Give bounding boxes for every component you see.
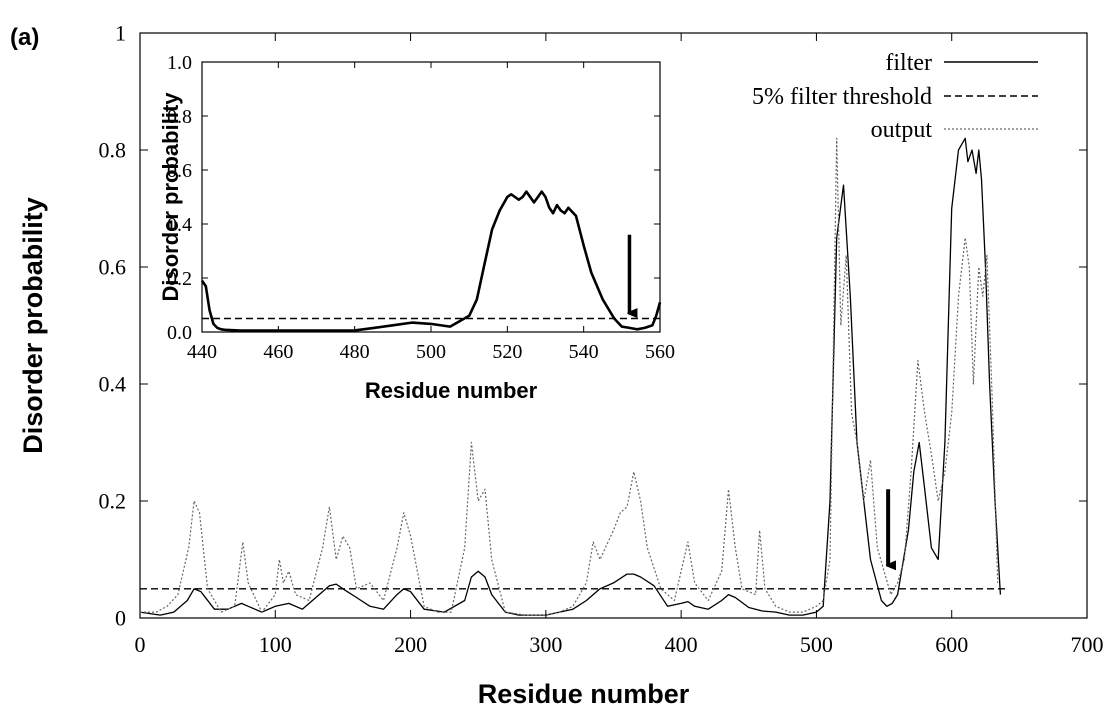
inset-x-tick-label: 540 (569, 341, 599, 363)
main-x-tick-label: 400 (665, 632, 698, 657)
inset-y-tick-label: 1.0 (167, 52, 192, 74)
main-y-tick-label: 1 (115, 21, 126, 46)
legend: filter 5% filter threshold output (752, 50, 1038, 143)
main-x-tick-label: 0 (135, 632, 146, 657)
inset-y-tick-label: 0.4 (167, 214, 192, 236)
main-x-tick-label: 700 (1071, 632, 1104, 657)
legend-label: filter (885, 50, 932, 76)
inset-x-tick-label: 440 (187, 341, 217, 363)
inset-series-filter-line (200, 190, 662, 332)
inset-frame (201, 61, 661, 333)
main-plot: 0 100 200 300 400 500 600 700 0 0.2 0.4 0.6 0.8 1 Resi… (18, 21, 1104, 709)
inset-x-tick-label: 460 (263, 341, 293, 363)
main-x-tick-label: 200 (394, 632, 427, 657)
main-y-tick-label: 0.4 (99, 372, 127, 397)
main-y-axis-title: Disorder probability (18, 197, 48, 454)
inset-x-tick-label: 480 (340, 341, 370, 363)
inset-y-tick-label: 0.0 (167, 322, 192, 344)
inset-y-tick-label: 0.8 (167, 106, 192, 128)
inset-y-tick-label: 0.6 (167, 160, 192, 182)
main-y-tick-label: 0.6 (99, 255, 127, 280)
inset-x-axis-title: Residue number (365, 378, 538, 403)
main-y-tick-label: 0 (115, 606, 126, 631)
legend-label: 5% filter threshold (752, 84, 932, 110)
inset-x-tick-label: 520 (492, 341, 522, 363)
inset-x-tick-label: 500 (416, 341, 446, 363)
main-x-tick-label: 500 (800, 632, 833, 657)
inset-y-tick-label: 0.2 (167, 268, 192, 290)
main-x-tick-label: 100 (259, 632, 292, 657)
main-frame (139, 32, 1088, 619)
main-y-tick-label: 0.2 (99, 489, 127, 514)
panel-label: (a) (10, 24, 39, 51)
main-y-tick-label: 0.8 (99, 138, 127, 163)
inset-plot: 440 460 480 500 520 540 560 0.0 0.2 0.4 0.6 0.8 1.0 R… (158, 52, 675, 403)
main-x-axis-title: Residue number (478, 679, 690, 709)
main-series-output-line (140, 137, 999, 616)
inset-y-axis-title: Disorder probability (158, 92, 183, 302)
main-series-filter-line (139, 137, 1002, 616)
legend-label: output (871, 117, 933, 143)
main-x-tick-label: 600 (935, 632, 968, 657)
inset-x-tick-label: 560 (645, 341, 675, 363)
main-x-tick-label: 300 (529, 632, 562, 657)
